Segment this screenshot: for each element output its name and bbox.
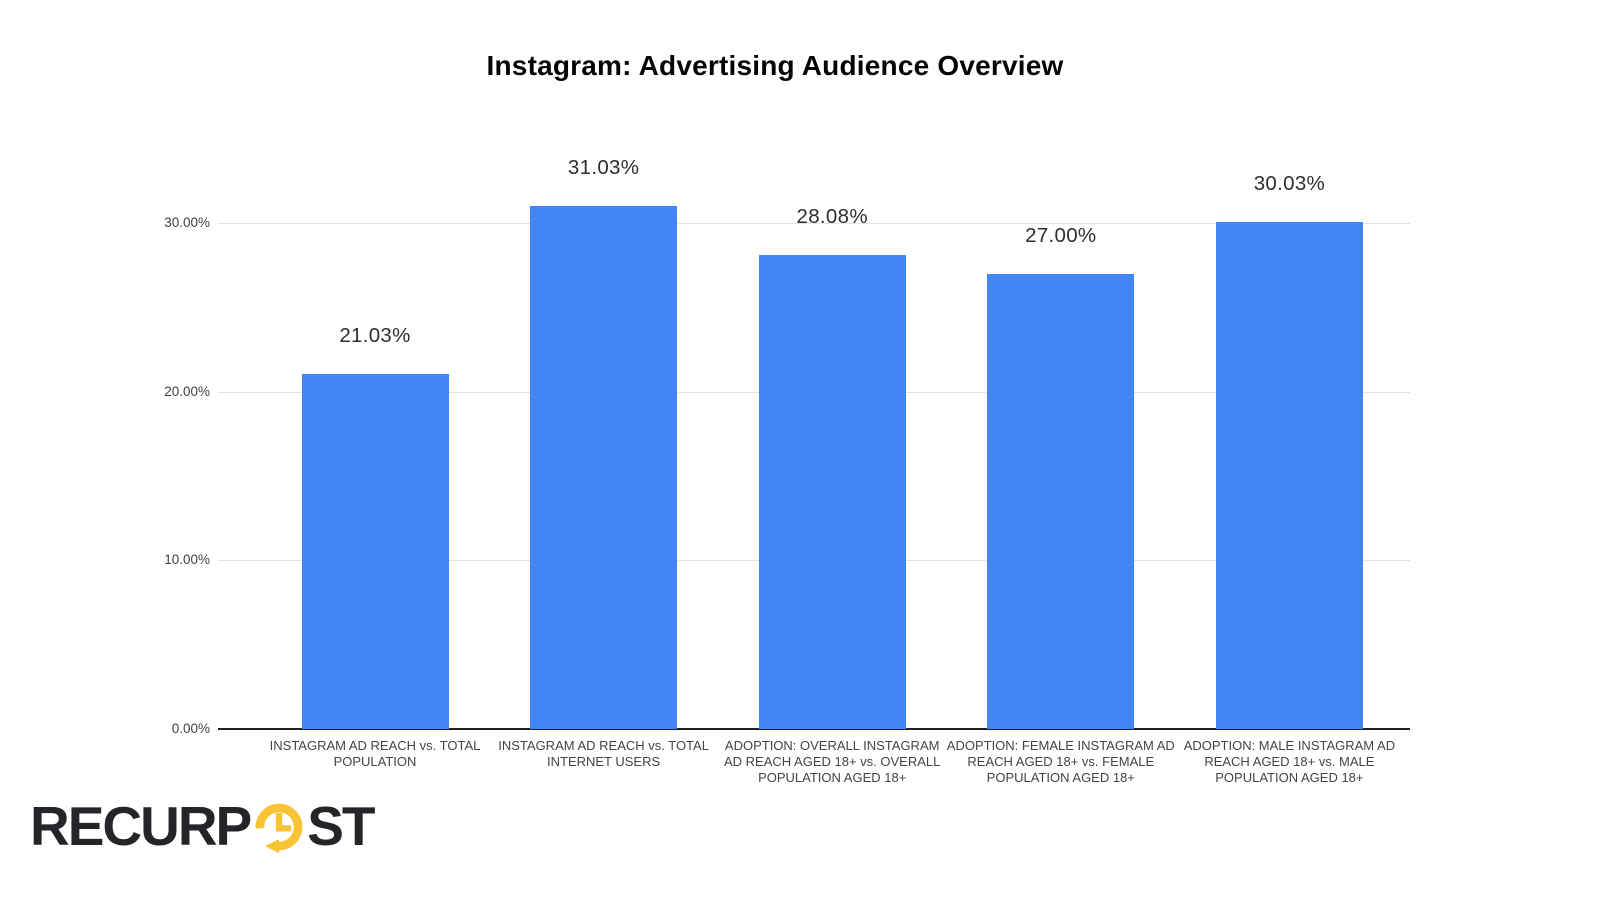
x-axis-category-label: INSTAGRAM AD REACH vs. TOTAL INTERNET US… — [498, 738, 709, 769]
bar-value-label: 27.00% — [1025, 223, 1097, 247]
bar — [1215, 222, 1363, 729]
x-axis-category-label: INSTAGRAM AD REACH vs. TOTAL POPULATION — [269, 738, 481, 769]
bar — [301, 374, 449, 729]
chart-title: Instagram: Advertising Audience Overview — [486, 50, 1064, 81]
bar — [987, 273, 1135, 729]
x-axis-line — [218, 728, 1410, 730]
bar-value-label: 28.08% — [796, 205, 868, 229]
clock-history-icon — [255, 803, 303, 854]
x-axis-category-label: ADOPTION: MALE INSTAGRAM AD REACH AGED 1… — [1183, 738, 1396, 785]
bar — [530, 205, 678, 729]
recurpost-logo: RECURP ST — [30, 795, 376, 857]
bar-value-label: 30.03% — [1253, 172, 1326, 196]
x-axis-category-label: ADOPTION: FEMALE INSTAGRAM AD REACH AGED… — [946, 738, 1175, 785]
bar-value-label: 31.03% — [567, 155, 640, 179]
logo-text-st: ST — [307, 795, 375, 857]
y-axis-tick-label: 30.00% — [164, 215, 210, 230]
y-axis-tick-label: 0.00% — [171, 721, 210, 736]
bar-value-label: 21.03% — [339, 324, 411, 348]
bar — [758, 255, 906, 729]
y-axis-tick-label: 10.00% — [164, 552, 210, 568]
logo-text-recurp: RECURP — [30, 795, 252, 857]
y-axis-tick-label: 20.00% — [164, 383, 210, 399]
gridline — [218, 223, 1410, 224]
x-axis-category-label: ADOPTION: OVERALL INSTAGRAM AD REACH AGE… — [723, 738, 941, 785]
